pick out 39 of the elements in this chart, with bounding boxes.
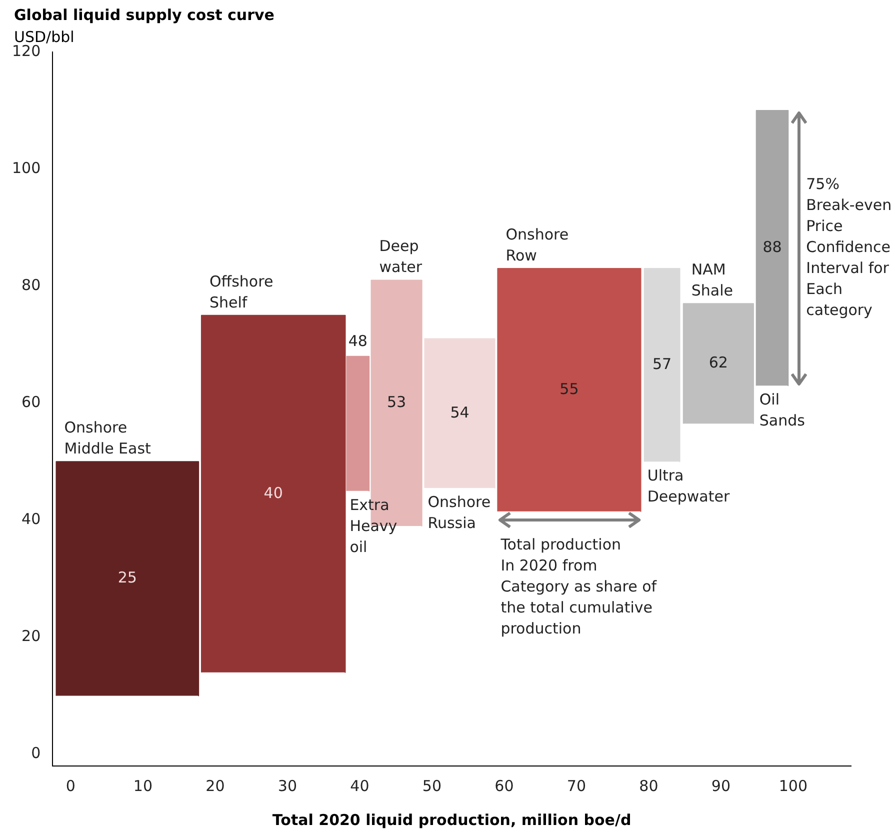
annotation: NAM Shale xyxy=(691,260,734,300)
annotation: 62 xyxy=(708,354,728,372)
y-tick-label: 100 xyxy=(12,158,41,177)
annotation: Total production In 2020 from Category as share of the total cumulative production xyxy=(500,535,658,638)
x-tick-label: 60 xyxy=(494,776,514,795)
annotation: 25 xyxy=(118,568,137,587)
chart-title: Global liquid supply cost curve xyxy=(14,6,274,24)
annotation: Deep water xyxy=(379,237,423,276)
y-tick-label: 20 xyxy=(22,627,41,646)
annotation: Offshore Shelf xyxy=(209,272,274,312)
annotation: Onshore Russia xyxy=(428,492,491,532)
annotation: 75% Break-even Price Confidence Interval for Each category xyxy=(806,174,892,319)
x-tick-label: 70 xyxy=(566,776,586,795)
annotation: 53 xyxy=(386,393,406,412)
annotation: Onshore Row xyxy=(506,225,569,264)
x-tick-label: 90 xyxy=(711,776,730,795)
x-tick-label: 80 xyxy=(639,776,658,795)
y-tick-label: 60 xyxy=(22,393,41,412)
annotation: Oil Sands xyxy=(759,390,806,430)
annotation: Onshore Middle East xyxy=(64,418,152,458)
x-tick-label: 20 xyxy=(206,776,225,795)
y-tick-label: 80 xyxy=(22,276,41,294)
x-tick-label: 100 xyxy=(778,776,808,795)
annotation: 55 xyxy=(560,380,579,398)
x-tick-label: 10 xyxy=(133,776,152,795)
annotation: 48 xyxy=(348,332,368,350)
x-tick-label: 0 xyxy=(66,776,76,795)
y-tick-label: 40 xyxy=(22,510,41,528)
x-tick-label: 40 xyxy=(350,776,370,795)
x-tick-label: 50 xyxy=(422,776,442,795)
x-tick-label: 30 xyxy=(278,776,297,795)
annotation: 40 xyxy=(264,484,283,502)
x-axis-title: Total 2020 liquid production, million boe/d xyxy=(272,810,632,829)
annotation: 88 xyxy=(762,238,782,256)
annotation: Extra Heavy oil xyxy=(350,496,398,556)
annotation: Ultra Deepwater xyxy=(647,466,730,506)
annotation: 54 xyxy=(450,403,470,422)
y-tick-label: 0 xyxy=(31,744,41,762)
annotation: 57 xyxy=(652,354,672,373)
